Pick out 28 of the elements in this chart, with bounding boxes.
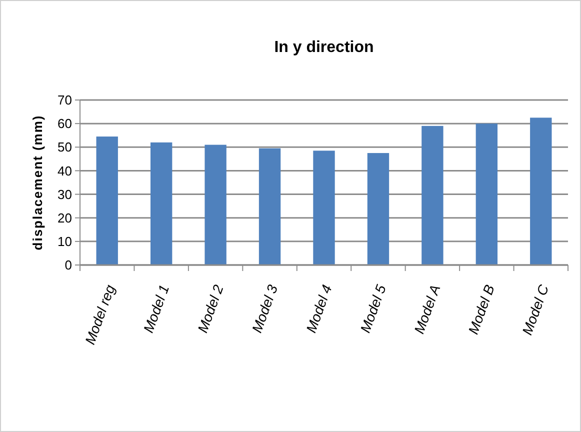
y-tick-label: 0 <box>64 258 72 273</box>
y-tick-label: 60 <box>58 116 72 132</box>
x-tick-label: Model 4 <box>302 282 335 335</box>
x-tick-label: Model reg <box>82 282 118 347</box>
x-tick-label: Model A <box>410 282 444 336</box>
x-tick-label: Model 5 <box>356 282 390 335</box>
chart-title: In y direction <box>274 39 374 56</box>
bar <box>313 150 335 265</box>
x-tick-label: Model C <box>518 282 552 338</box>
y-tick-label: 10 <box>58 234 72 249</box>
x-tick-label: Model 3 <box>248 282 281 335</box>
bar <box>530 118 552 265</box>
bar <box>150 142 172 265</box>
y-axis-title: displacement (mm) <box>30 114 45 250</box>
x-tick-label: Model 2 <box>194 282 226 335</box>
bar <box>258 148 281 265</box>
y-tick-label: 30 <box>58 186 72 202</box>
bar <box>367 153 390 265</box>
y-tick-label: 50 <box>58 140 72 155</box>
bar <box>204 144 226 265</box>
y-tick-label: 40 <box>58 163 72 178</box>
y-tick-label: 20 <box>58 210 72 226</box>
bar <box>476 124 498 265</box>
bar <box>96 136 118 265</box>
bar <box>422 126 444 265</box>
x-tick-label: Model B <box>464 282 498 336</box>
x-tick-label: Model 1 <box>140 282 172 335</box>
y-tick-label: 70 <box>58 92 72 108</box>
